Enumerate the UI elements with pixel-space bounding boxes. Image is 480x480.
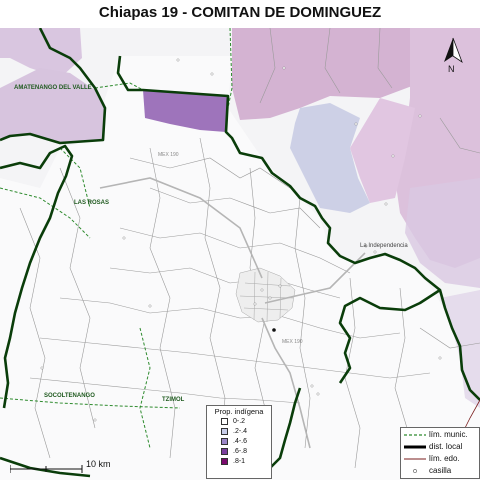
legend-swatch — [221, 418, 228, 425]
legend-label: .2-.4 — [233, 428, 248, 435]
district-line-icon — [404, 444, 426, 450]
region-amatenango — [0, 68, 105, 143]
district-head-marker — [272, 328, 276, 332]
legend-swatch — [221, 428, 228, 435]
municipal-borders — [0, 28, 233, 449]
label-socoltenango: SOCOLTENANGO — [44, 393, 95, 399]
roads — [99, 177, 366, 449]
label-tzimol: TZIMOL — [162, 397, 185, 403]
region-top-pink — [232, 28, 420, 120]
indigenous-legend-item: .4-.6 — [221, 437, 271, 446]
indigenous-legend-item: .2-.4 — [221, 427, 271, 436]
legend-label: 0-.2 — [233, 418, 246, 425]
legend-label: .6-.8 — [233, 448, 248, 455]
polling-line-icon — [404, 468, 426, 474]
line-legend-label: casilla — [429, 466, 452, 475]
line-legend-item: lím. edo. — [401, 453, 479, 464]
line-legend-label: dist. local — [429, 442, 463, 451]
scale-bar — [10, 465, 83, 473]
legend-swatch — [221, 458, 228, 465]
indigenous-legend-item: 0-.2 — [221, 417, 271, 426]
label-amatenango: AMATENANGO DEL VALLE — [14, 85, 92, 91]
page-title: Chiapas 19 - COMITAN DE DOMINGUEZ — [98, 4, 382, 21]
line-legend-item: casilla — [401, 465, 479, 476]
indigenous-legend-title: Prop. indígena — [214, 407, 264, 416]
legend-label: .4-.6 — [233, 438, 248, 445]
polling-stations — [40, 58, 442, 422]
line-legend-label: lím. munic. — [429, 430, 468, 439]
state-line-icon — [404, 456, 426, 462]
region-dark-purple — [143, 90, 228, 132]
region-right-lavender — [405, 178, 480, 288]
lines-legend: lím. munic. dist. local lím. edo. casilla — [400, 427, 480, 479]
map-canvas[interactable]: AMATENANGO DEL VALLE LAS ROSAS SOCOLTENA… — [0, 28, 480, 480]
line-legend-item: dist. local — [401, 441, 479, 452]
municipal-line-icon — [404, 432, 426, 438]
scale-label: 10 km — [86, 459, 111, 469]
legend-swatch — [221, 448, 228, 455]
label-la-independencia: La Independencia — [360, 243, 408, 249]
indigenous-legend-item: .8-1 — [221, 457, 271, 466]
line-legend-label: lím. edo. — [429, 454, 460, 463]
urban-area — [235, 267, 296, 323]
line-legend-item: lím. munic. — [401, 429, 479, 440]
region-blue-grey — [290, 103, 370, 213]
indigenous-legend-rows: 0-.2 .2-.4 .4-.6 .6-.8 .8-1 — [207, 417, 271, 466]
north-arrow-icon — [444, 37, 463, 64]
indigenous-legend-item: .6-.8 — [221, 447, 271, 456]
legend-swatch — [221, 438, 228, 445]
district-border — [0, 28, 480, 478]
label-road-mex190-north: MEX 190 — [158, 152, 179, 158]
region-top-left-purple — [0, 28, 82, 78]
region-center-pink — [350, 98, 415, 203]
indigenous-legend: Prop. indígena 0-.2 .2-.4 .4-.6 .6-.8 .8-1 — [206, 405, 272, 479]
label-road-mex190-south: MEX 190 — [282, 339, 303, 345]
label-las-rosas: LAS ROSAS — [74, 200, 109, 206]
north-label: N — [448, 64, 455, 74]
legend-label: .8-1 — [233, 458, 246, 465]
